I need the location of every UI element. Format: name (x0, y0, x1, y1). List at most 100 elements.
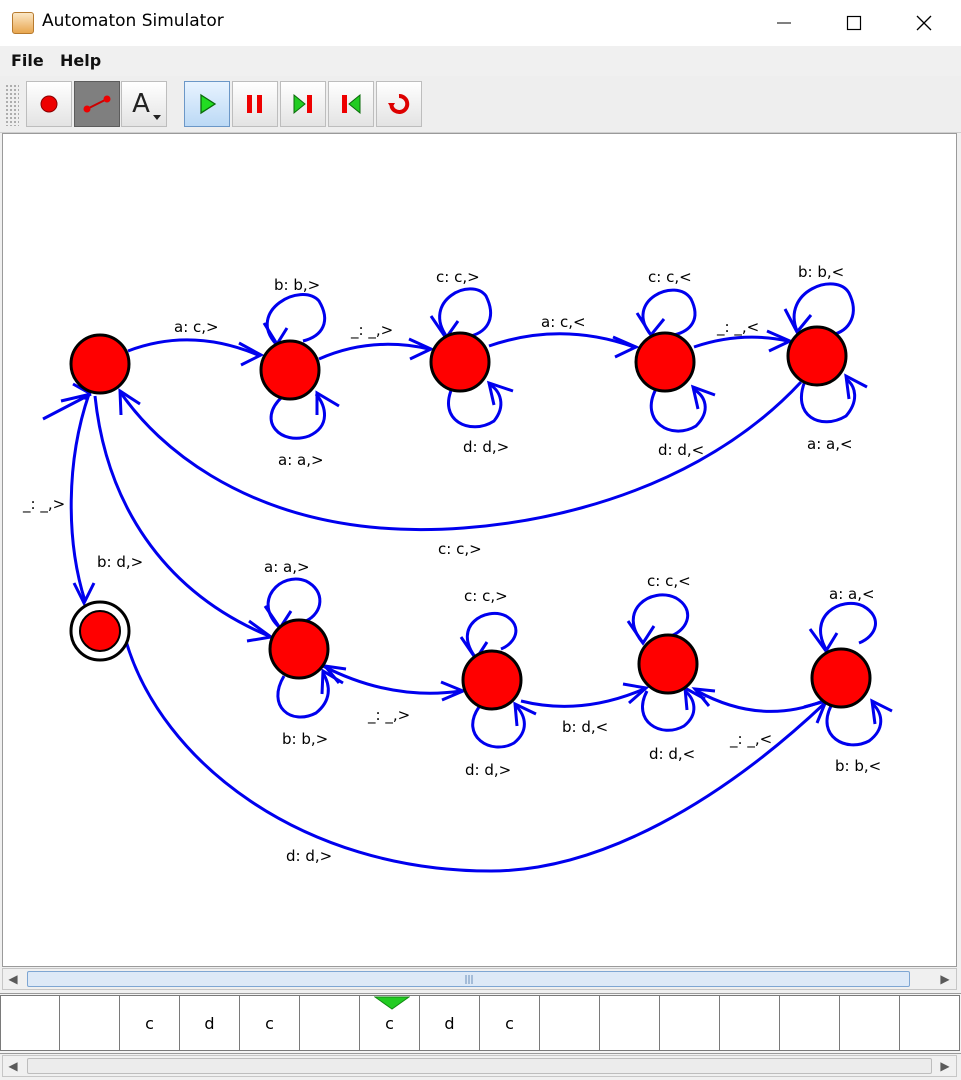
tape-cell[interactable] (300, 995, 360, 1051)
tape-cell[interactable]: d (180, 995, 240, 1051)
state-t4[interactable] (810, 647, 872, 709)
edge-t2-t3[interactable]: b: d,< (520, 682, 650, 736)
state-s0[interactable] (69, 333, 131, 395)
edge-s3-s4[interactable]: _: _,< (693, 318, 794, 353)
close-button[interactable] (889, 0, 959, 46)
pause-icon (247, 95, 262, 113)
tape-cell[interactable]: d (420, 995, 480, 1051)
loop-s2-top[interactable]: c: c,> (429, 268, 492, 341)
tape[interactable]: c d c c d c (0, 995, 960, 1053)
loop-s3-top[interactable]: c: c,< (635, 268, 697, 338)
state-s3[interactable] (634, 331, 696, 393)
loop-t3-bottom[interactable]: d: d,< (641, 685, 706, 763)
edge-t3-t4[interactable]: _: _,< (691, 687, 824, 749)
edge-label: _: _,> (350, 321, 393, 340)
step-forward-button[interactable] (280, 81, 326, 127)
reset-icon (388, 93, 410, 114)
transition-tool-button[interactable] (74, 81, 120, 127)
java-cup-icon (12, 12, 34, 34)
menu-file[interactable]: File (11, 51, 44, 70)
scroll-thumb[interactable] (27, 971, 910, 987)
loop-t4-bottom[interactable]: b: b,< (825, 698, 893, 775)
text-icon: A (132, 89, 150, 119)
edge-label: b: b,< (798, 263, 844, 281)
loop-t4-top[interactable]: a: a,< (808, 585, 877, 654)
state-t2[interactable] (461, 649, 523, 711)
edge-s0-s1[interactable]: a: c,> (127, 318, 265, 367)
tape-horizontal-scrollbar[interactable]: ◀ ▶ (2, 1055, 957, 1077)
edge-label: b: d,> (97, 553, 143, 571)
maximize-button[interactable] (819, 0, 889, 46)
tape-cell[interactable]: c (120, 995, 180, 1051)
automaton-graph[interactable]: a: c,> b: b,> a: a,> _: _,> c: c,> d: d,… (3, 134, 956, 966)
loop-s4-bottom[interactable]: a: a,< (799, 373, 868, 453)
state-accept[interactable] (69, 600, 131, 662)
edge-t1-t2[interactable]: _: _,> (321, 663, 467, 725)
edge-s4-s0[interactable]: c: c,> (118, 380, 803, 558)
tape-cell[interactable]: c (480, 995, 540, 1051)
edge-s1-s2[interactable]: _: _,> (318, 321, 435, 361)
edge-label: _: _,> (367, 706, 410, 725)
play-button[interactable] (184, 81, 230, 127)
edge-label: a: a,< (807, 435, 853, 453)
transition-icon (83, 95, 111, 113)
edge-accept-s0[interactable] (42, 382, 92, 421)
tape-cell[interactable]: c (240, 995, 300, 1051)
loop-s3-bottom[interactable]: d: d,< (649, 384, 716, 459)
loop-s1-bottom[interactable]: a: a,> (269, 390, 340, 469)
tape-cell[interactable] (600, 995, 660, 1051)
tape-cell[interactable] (60, 995, 120, 1051)
state-s1[interactable] (259, 339, 321, 401)
title-bar (0, 0, 961, 46)
loop-s4-top[interactable]: b: b,< (783, 263, 855, 337)
edge-label: d: d,> (463, 438, 509, 456)
loop-s1-top[interactable]: b: b,> (262, 276, 326, 347)
step-back-button[interactable] (328, 81, 374, 127)
edge-label: a: c,< (541, 313, 586, 331)
tape-cell[interactable] (720, 995, 780, 1051)
scroll-right-arrow-icon[interactable]: ▶ (940, 1059, 950, 1073)
scroll-left-arrow-icon[interactable]: ◀ (8, 972, 18, 986)
loop-t2-bottom[interactable]: d: d,> (465, 701, 537, 779)
edge-label: _: _,< (729, 730, 772, 749)
tape-cell[interactable] (840, 995, 900, 1051)
state-s2[interactable] (429, 331, 491, 393)
edge-label: d: d,< (658, 441, 704, 459)
tape-cell[interactable] (540, 995, 600, 1051)
loop-t3-top[interactable]: c: c,< (626, 572, 691, 646)
scroll-right-arrow-icon[interactable]: ▶ (940, 972, 950, 986)
dropdown-arrow-icon (153, 115, 161, 120)
tape-cell[interactable] (660, 995, 720, 1051)
loop-t1-bottom[interactable]: b: b,> (276, 668, 344, 748)
tape-cell[interactable] (0, 995, 60, 1051)
text-tool-button[interactable]: A (121, 81, 167, 127)
edge-s2-s3[interactable]: a: c,< (488, 313, 640, 359)
edge-label: b: b,< (835, 757, 881, 775)
scroll-track[interactable] (27, 1058, 932, 1074)
state-tool-button[interactable] (26, 81, 72, 127)
edge-label: a: a,< (829, 585, 875, 603)
edge-s0-accept[interactable]: _: _,> (22, 392, 96, 607)
reset-button[interactable] (376, 81, 422, 127)
edge-label: c: c,> (436, 268, 480, 286)
menu-help[interactable]: Help (60, 51, 102, 70)
tape-cell[interactable] (780, 995, 840, 1051)
edge-label: a: a,> (278, 451, 324, 469)
loop-t1-top[interactable]: a: a,> (263, 558, 322, 631)
edge-label: _: _,> (22, 495, 65, 514)
state-t1[interactable] (268, 618, 330, 680)
automaton-canvas[interactable]: a: c,> b: b,> a: a,> _: _,> c: c,> d: d,… (2, 133, 957, 967)
pause-button[interactable] (232, 81, 278, 127)
minimize-button[interactable] (749, 0, 819, 46)
loop-s2-bottom[interactable]: d: d,> (447, 380, 514, 456)
state-s4[interactable] (786, 325, 848, 387)
loop-t2-top[interactable]: c: c,> (459, 587, 518, 662)
tape-cell[interactable] (900, 995, 960, 1051)
edge-label: c: c,> (464, 587, 508, 605)
scroll-left-arrow-icon[interactable]: ◀ (8, 1059, 18, 1073)
toolbar-grip[interactable] (5, 84, 19, 126)
step-back-icon (342, 93, 361, 115)
state-t3[interactable] (637, 633, 699, 695)
canvas-horizontal-scrollbar[interactable]: ◀ ▶ (2, 968, 957, 990)
edge-s0-t1[interactable]: b: d,> (93, 395, 275, 643)
